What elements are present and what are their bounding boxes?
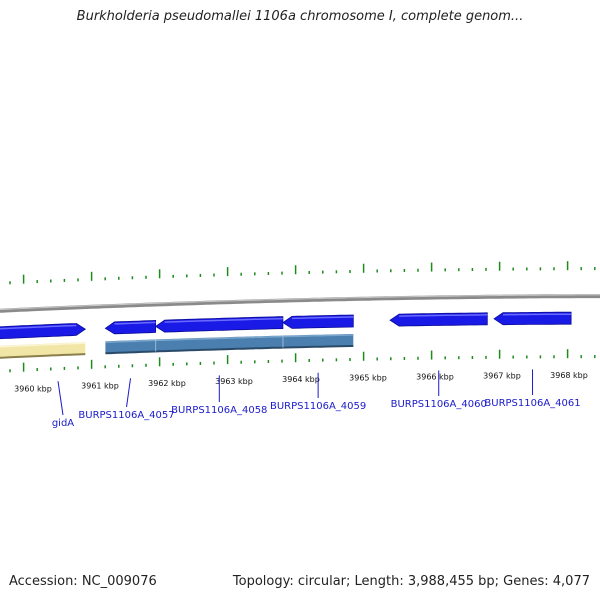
position-label: 3963 kbp <box>215 377 253 386</box>
genome-title: Burkholderia pseudomallei 1106a chromoso… <box>76 9 524 24</box>
accession-text: Accession: NC_009076 <box>9 574 157 589</box>
cds-block-1 <box>105 334 354 354</box>
backbone-line <box>0 294 600 313</box>
tick-track-top <box>9 261 596 285</box>
gene-arrow-bevel <box>502 313 572 316</box>
gene-leader-line <box>57 381 64 416</box>
gene-track <box>0 311 572 340</box>
position-label: 3960 kbp <box>14 384 52 393</box>
backbone-highlight <box>0 294 600 311</box>
chromosome-backbone <box>0 294 600 313</box>
cds-track <box>0 334 354 359</box>
cds-block-edge <box>105 345 354 355</box>
cds-block-highlight <box>0 342 86 348</box>
position-label: 3968 kbp <box>550 371 588 380</box>
position-label: 3966 kbp <box>416 373 454 382</box>
gene-arrow-bevel <box>291 316 354 320</box>
gene-label-BURPS1106A_4059: BURPS1106A_4059 <box>270 401 366 412</box>
gene-label-BURPS1106A_4060: BURPS1106A_4060 <box>391 399 487 410</box>
position-label: 3962 kbp <box>148 379 186 388</box>
gene-arrow-bevel <box>114 321 156 325</box>
position-label: 3965 kbp <box>349 374 387 383</box>
gene-leader-line <box>126 378 132 408</box>
position-label: 3961 kbp <box>81 381 119 390</box>
cds-block-highlight <box>105 334 354 344</box>
position-label: 3964 kbp <box>282 375 320 384</box>
gene-arrow-bevel <box>399 314 488 317</box>
gene-arrow-bevel <box>164 317 283 323</box>
gene-label-BURPS1106A_4061: BURPS1106A_4061 <box>484 398 580 409</box>
gene-label-BURPS1106A_4058: BURPS1106A_4058 <box>171 405 267 416</box>
genome-summary-text: Topology: circular; Length: 3,988,455 bp… <box>232 574 590 589</box>
gene-label-BURPS1106A_4057: BURPS1106A_4057 <box>78 410 174 421</box>
position-scale: 3960 kbp 3961 kbp 3962 kbp 3963 kbp 3964 kbp… <box>14 371 588 393</box>
gene-label-gidA: gidA <box>52 418 74 429</box>
cds-block-edge <box>0 353 86 359</box>
gene-arrow-bevel <box>0 324 77 330</box>
tick-track-bottom <box>9 349 596 373</box>
position-label: 3967 kbp <box>483 372 521 381</box>
